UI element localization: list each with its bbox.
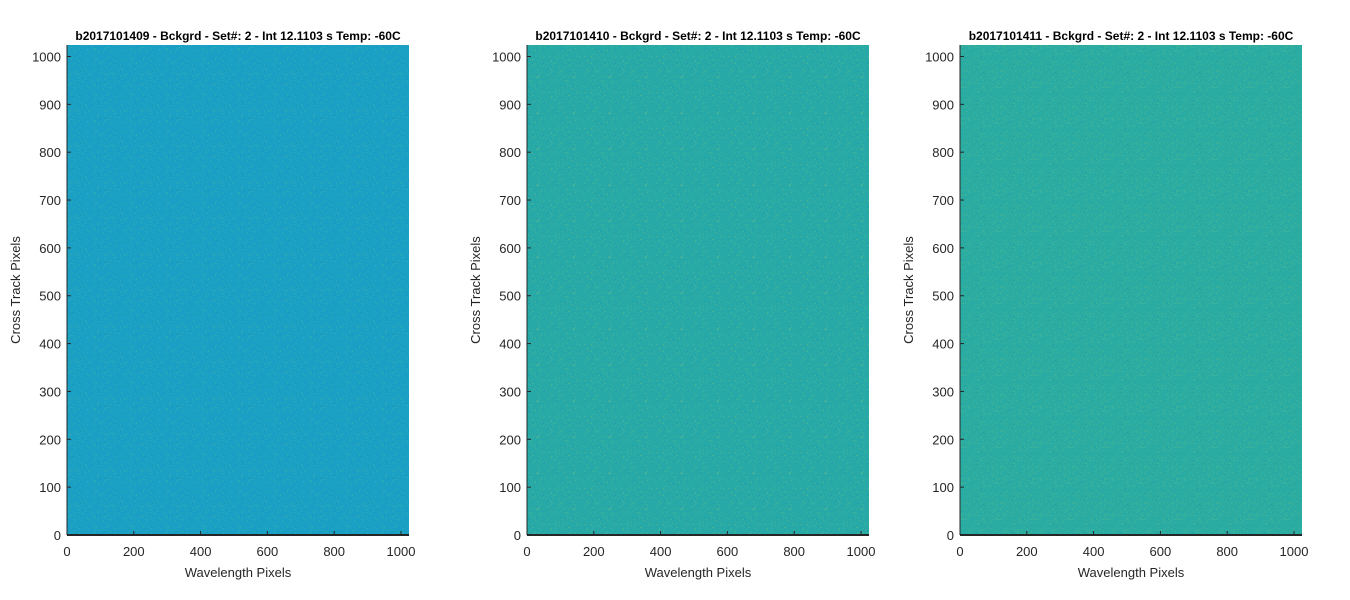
x-tick-label: 800 xyxy=(323,544,345,559)
y-tick-label: 400 xyxy=(932,337,954,352)
y-tick-label: 400 xyxy=(499,337,521,352)
y-tick-label: 500 xyxy=(39,289,61,304)
x-tick-label: 200 xyxy=(123,544,145,559)
y-tick-label: 200 xyxy=(932,432,954,447)
x-tick-label: 200 xyxy=(583,544,605,559)
x-tick-label: 600 xyxy=(1150,544,1172,559)
x-tick-label: 1000 xyxy=(847,544,876,559)
chart-title: b2017101410 - Bckgrd - Set#: 2 - Int 12.… xyxy=(535,29,861,43)
y-tick-label: 600 xyxy=(39,241,61,256)
y-tick-label: 0 xyxy=(947,528,954,543)
x-axis-label: Wavelength Pixels xyxy=(1078,565,1185,580)
x-tick-label: 0 xyxy=(523,544,530,559)
y-tick-label: 500 xyxy=(499,289,521,304)
heatmap-noise xyxy=(527,45,869,535)
y-tick-label: 600 xyxy=(932,241,954,256)
y-tick-label: 200 xyxy=(39,432,61,447)
y-axis-label: Cross Track Pixels xyxy=(901,236,916,344)
x-tick-label: 800 xyxy=(783,544,805,559)
x-tick-label: 400 xyxy=(190,544,212,559)
y-axis-label: Cross Track Pixels xyxy=(8,236,23,344)
x-tick-label: 1000 xyxy=(387,544,416,559)
y-tick-label: 800 xyxy=(499,145,521,160)
y-tick-label: 600 xyxy=(499,241,521,256)
heatmap-noise xyxy=(960,45,1302,535)
y-tick-label: 500 xyxy=(932,289,954,304)
y-tick-label: 300 xyxy=(932,384,954,399)
y-tick-label: 400 xyxy=(39,337,61,352)
x-tick-label: 0 xyxy=(63,544,70,559)
chart-title: b2017101411 - Bckgrd - Set#: 2 - Int 12.… xyxy=(969,29,1294,43)
y-tick-label: 800 xyxy=(39,145,61,160)
y-tick-label: 0 xyxy=(514,528,521,543)
y-tick-label: 900 xyxy=(499,97,521,112)
y-tick-label: 700 xyxy=(932,193,954,208)
y-tick-label: 200 xyxy=(499,432,521,447)
y-tick-label: 100 xyxy=(39,480,61,495)
x-tick-label: 600 xyxy=(717,544,739,559)
chart-title: b2017101409 - Bckgrd - Set#: 2 - Int 12.… xyxy=(75,29,401,43)
heatmap-noise xyxy=(67,45,409,535)
y-tick-label: 800 xyxy=(932,145,954,160)
y-tick-label: 1000 xyxy=(925,49,954,64)
x-tick-label: 800 xyxy=(1216,544,1238,559)
x-tick-label: 0 xyxy=(956,544,963,559)
y-tick-label: 1000 xyxy=(32,49,61,64)
x-axis-label: Wavelength Pixels xyxy=(645,565,752,580)
x-tick-label: 1000 xyxy=(1280,544,1309,559)
y-tick-label: 0 xyxy=(54,528,61,543)
y-tick-label: 900 xyxy=(39,97,61,112)
y-tick-label: 100 xyxy=(932,480,954,495)
x-tick-label: 400 xyxy=(1083,544,1105,559)
y-tick-label: 700 xyxy=(39,193,61,208)
y-tick-label: 700 xyxy=(499,193,521,208)
x-tick-label: 600 xyxy=(257,544,279,559)
y-tick-label: 300 xyxy=(39,384,61,399)
x-axis-label: Wavelength Pixels xyxy=(185,565,292,580)
chart-panel-2: 0 200 400 600 800 1000 0 100 200 300 400 500 600 700 8… xyxy=(468,29,875,580)
y-tick-label: 1000 xyxy=(492,49,521,64)
x-tick-label: 200 xyxy=(1016,544,1038,559)
y-tick-label: 100 xyxy=(499,480,521,495)
y-tick-label: 300 xyxy=(499,384,521,399)
x-tick-label: 400 xyxy=(650,544,672,559)
chart-panel-1: 0 200 400 600 800 1000 0 100 200 300 400 500 600 700 8… xyxy=(8,29,415,580)
chart-panel-3: 0 200 400 600 800 1000 0 100 200 300 400 500 600 700 8… xyxy=(901,29,1308,580)
y-axis-label: Cross Track Pixels xyxy=(468,236,483,344)
y-tick-label: 900 xyxy=(932,97,954,112)
